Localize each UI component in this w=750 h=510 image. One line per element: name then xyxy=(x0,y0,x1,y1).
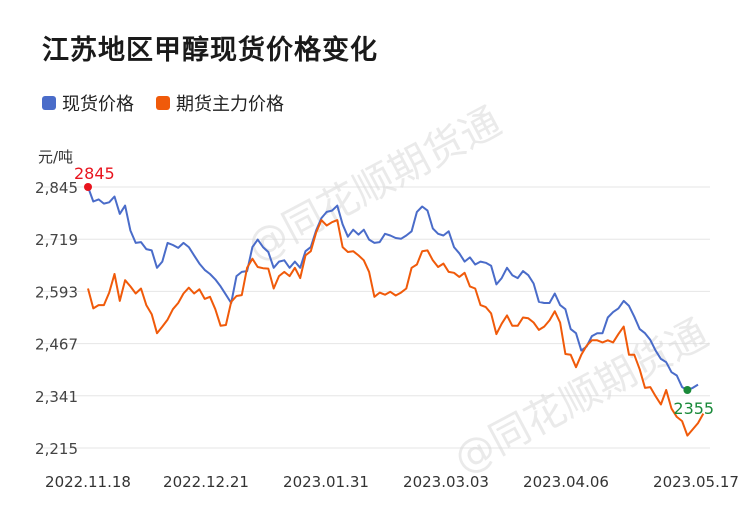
y-tick-label: 2,467 xyxy=(35,336,78,354)
page-title: 江苏地区甲醇现货价格变化 xyxy=(42,35,378,66)
series-lines xyxy=(87,186,705,437)
series-line-spot xyxy=(87,186,699,391)
x-tick-label: 2023.03.03 xyxy=(403,473,489,491)
y-tick-label: 2,215 xyxy=(35,440,78,458)
max-point-marker xyxy=(84,183,92,191)
chart-legend: 现货价格 期货主力价格 xyxy=(42,90,306,116)
x-tick-label: 2023.01.31 xyxy=(283,473,369,491)
y-tick-label: 2,341 xyxy=(35,388,78,406)
watermark-bottom: @同花顺期货通 xyxy=(447,311,716,483)
x-axis-ticks: 2022.11.18 2022.12.21 2023.01.31 2023.03.03… xyxy=(45,473,739,491)
legend-item-futures[interactable]: 期货主力价格 xyxy=(156,90,284,116)
max-point-label: 2845 xyxy=(74,164,115,183)
watermarks: @同花顺期货通 @同花顺期货通 xyxy=(240,99,716,483)
y-tick-label: 2,719 xyxy=(35,231,78,249)
x-tick-label: 2023.05.17 xyxy=(653,473,739,491)
y-axis-ticks: 2,845 2,719 2,593 2,467 2,341 2,215 xyxy=(35,179,78,458)
x-tick-label: 2022.11.18 xyxy=(45,473,131,491)
legend-label-spot: 现货价格 xyxy=(62,94,134,115)
grid-lines xyxy=(40,186,710,449)
annotations: 2845 2355 xyxy=(74,164,714,418)
y-axis-unit: 元/吨 xyxy=(38,148,74,166)
series-line-futures xyxy=(87,219,705,437)
x-tick-label: 2022.12.21 xyxy=(163,473,249,491)
last-point-label: 2355 xyxy=(673,399,714,418)
y-tick-label: 2,593 xyxy=(35,283,78,301)
x-tick-label: 2023.04.06 xyxy=(523,473,609,491)
legend-swatch-futures xyxy=(156,96,170,110)
legend-item-spot[interactable]: 现货价格 xyxy=(42,90,134,116)
legend-label-futures: 期货主力价格 xyxy=(176,94,284,115)
last-point-marker xyxy=(683,386,692,394)
watermark-top: @同花顺期货通 xyxy=(240,99,509,271)
y-tick-label: 2,845 xyxy=(35,179,78,197)
legend-swatch-spot xyxy=(42,96,56,110)
